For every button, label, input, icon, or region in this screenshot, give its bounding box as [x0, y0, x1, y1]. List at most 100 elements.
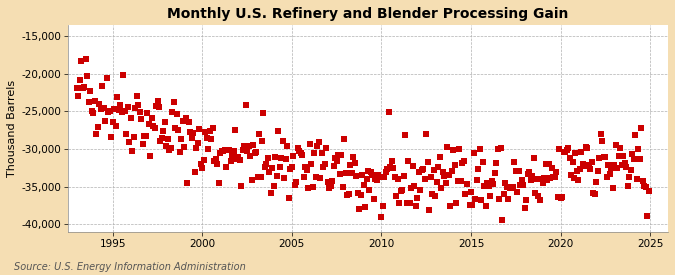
Point: [218, 148, 229, 153]
Point: [620, 161, 630, 166]
Point: [434, 155, 445, 159]
Point: [297, 153, 308, 158]
Point: [159, 120, 170, 125]
Point: [142, 111, 153, 115]
Point: [391, 194, 402, 199]
Point: [148, 124, 159, 128]
Point: [404, 200, 415, 205]
Point: [167, 109, 178, 114]
Point: [618, 154, 628, 159]
Point: [246, 178, 257, 182]
Point: [373, 173, 384, 178]
Point: [425, 175, 436, 180]
Point: [294, 149, 304, 153]
Point: [430, 194, 441, 198]
Point: [215, 151, 225, 155]
Point: [533, 194, 543, 198]
Point: [460, 192, 470, 196]
Point: [171, 112, 182, 116]
Point: [455, 179, 466, 183]
Point: [369, 196, 379, 201]
Point: [385, 165, 396, 169]
Point: [578, 162, 589, 166]
Point: [275, 164, 286, 169]
Point: [439, 174, 450, 178]
Point: [175, 150, 186, 154]
Point: [230, 127, 240, 132]
Point: [115, 103, 126, 107]
Point: [127, 149, 138, 153]
Point: [554, 147, 564, 151]
Point: [377, 204, 388, 208]
Point: [464, 203, 475, 208]
Point: [549, 175, 560, 179]
Point: [249, 151, 260, 155]
Point: [540, 162, 551, 167]
Point: [198, 158, 209, 162]
Point: [547, 175, 558, 180]
Point: [441, 145, 452, 150]
Point: [163, 136, 173, 141]
Point: [394, 201, 405, 205]
Point: [222, 147, 233, 152]
Point: [285, 167, 296, 172]
Point: [173, 128, 184, 132]
Point: [477, 160, 488, 164]
Point: [82, 74, 92, 79]
Point: [614, 153, 624, 158]
Point: [122, 104, 133, 109]
Point: [514, 169, 524, 173]
Point: [137, 142, 148, 146]
Point: [99, 106, 109, 111]
Point: [103, 109, 113, 114]
Point: [296, 151, 306, 156]
Point: [228, 148, 239, 153]
Point: [542, 178, 553, 182]
Point: [473, 167, 484, 172]
Point: [546, 166, 557, 170]
Point: [340, 171, 351, 175]
Point: [161, 144, 172, 148]
Point: [576, 150, 587, 155]
Point: [508, 185, 518, 189]
Point: [126, 116, 136, 120]
Point: [573, 178, 584, 182]
Point: [309, 150, 320, 155]
Point: [609, 163, 620, 167]
Point: [489, 171, 500, 175]
Point: [192, 141, 203, 145]
Point: [641, 185, 651, 189]
Point: [232, 157, 242, 162]
Point: [131, 94, 142, 99]
Point: [443, 172, 454, 177]
Point: [398, 174, 409, 178]
Point: [169, 100, 180, 104]
Point: [291, 180, 302, 184]
Point: [630, 133, 641, 137]
Point: [182, 181, 193, 186]
Point: [481, 203, 491, 208]
Point: [237, 148, 248, 153]
Point: [313, 140, 324, 144]
Point: [205, 128, 215, 133]
Point: [121, 131, 132, 136]
Point: [203, 147, 214, 151]
Point: [535, 197, 545, 202]
Point: [424, 208, 435, 212]
Point: [488, 182, 499, 186]
Point: [343, 192, 354, 197]
Point: [155, 139, 166, 144]
Point: [603, 163, 614, 167]
Text: Source: U.S. Energy Information Administration: Source: U.S. Energy Information Administ…: [14, 262, 245, 272]
Point: [138, 134, 149, 139]
Point: [510, 169, 521, 174]
Point: [606, 166, 617, 170]
Point: [119, 109, 130, 113]
Point: [580, 145, 591, 149]
Point: [466, 189, 477, 194]
Point: [72, 86, 82, 91]
Point: [537, 181, 548, 185]
Point: [157, 136, 167, 140]
Point: [318, 165, 329, 170]
Point: [516, 178, 527, 183]
